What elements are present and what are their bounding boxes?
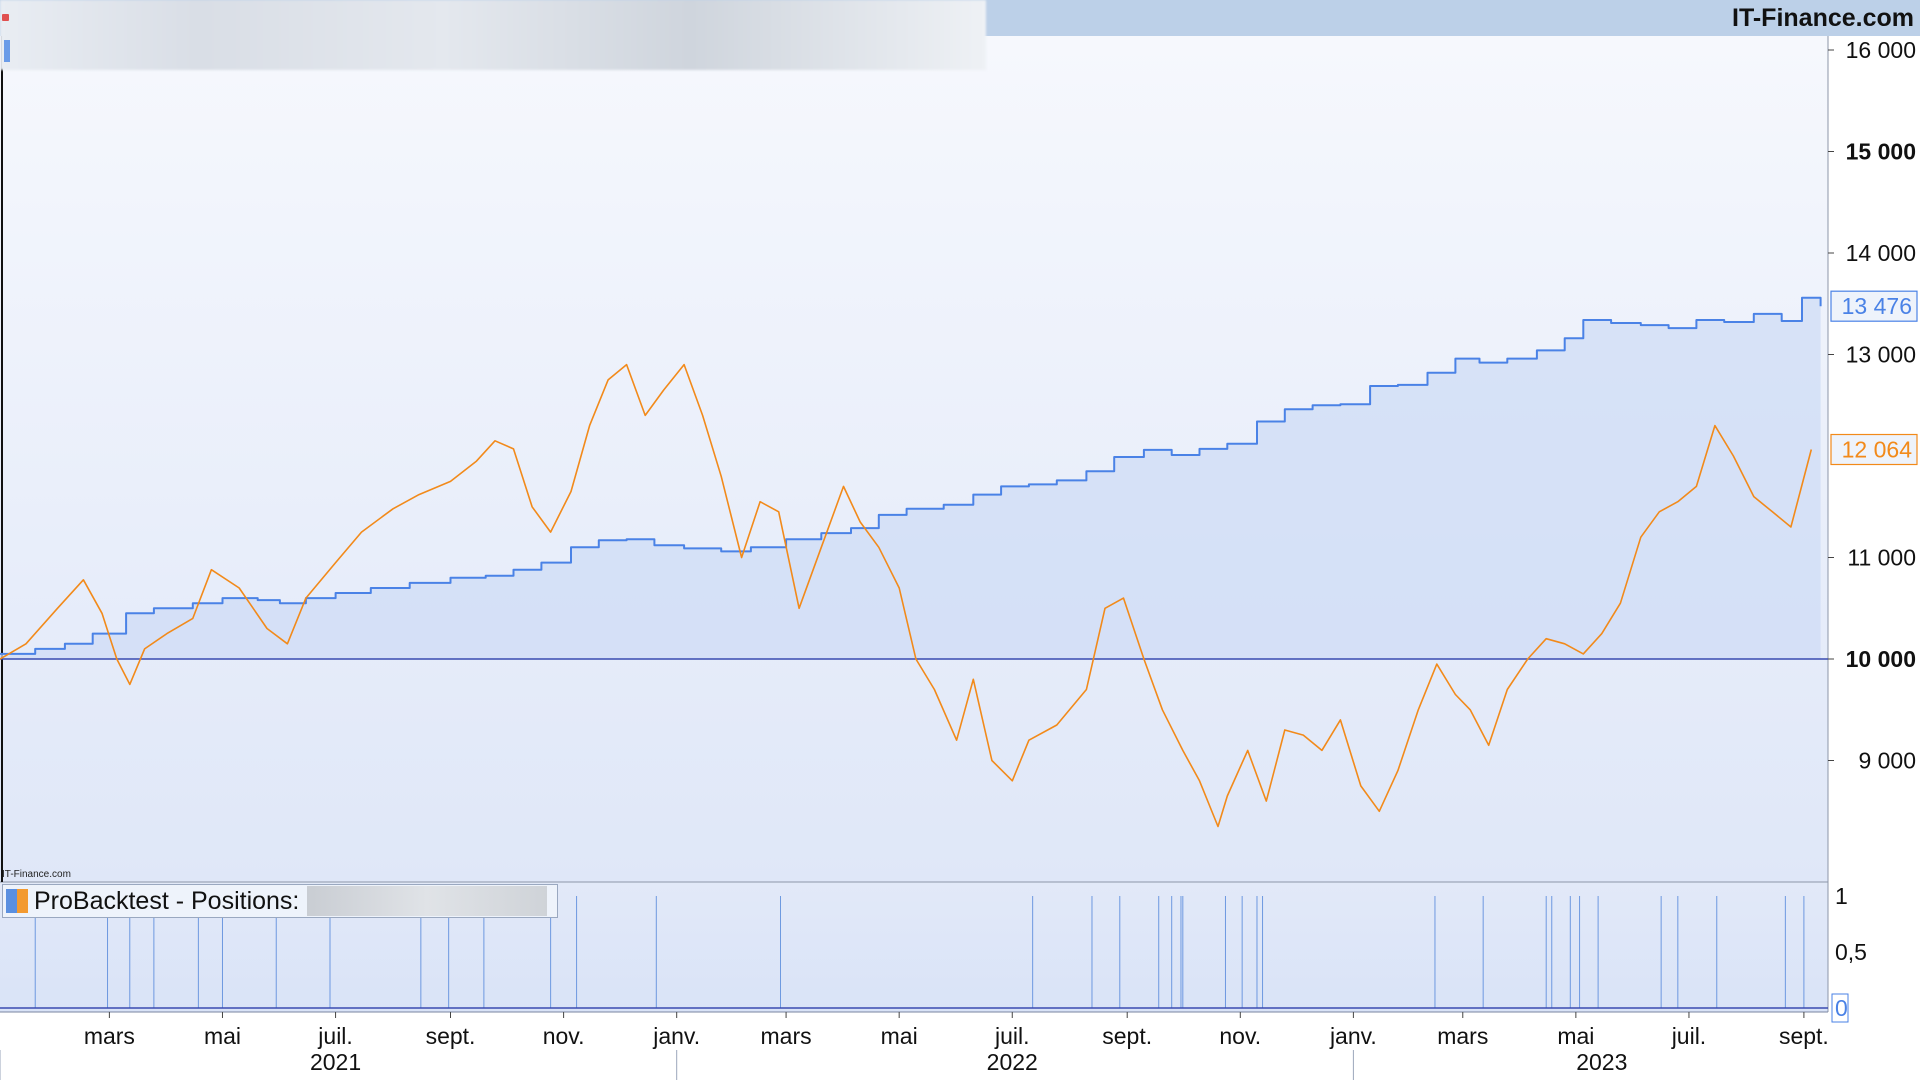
y-tick-label: 14 000 [1846,240,1916,266]
y-tick-label: 15 000 [1846,139,1916,165]
positions-panel-label[interactable]: ProBacktest - Positions: [2,884,559,918]
positions-label-text: ProBacktest - Positions: [34,886,300,915]
x-month-label: mai [204,1023,241,1049]
brand-title: IT-Finance.com [1732,4,1914,32]
x-month-label: nov. [1219,1023,1261,1049]
strategy-color-icon [6,889,17,913]
x-month-label: juil. [994,1023,1030,1049]
series-color-swatch-icon [4,40,10,62]
y-tick-label: 11 000 [1847,545,1916,571]
positions-y-tick-label: 1 [1835,883,1848,909]
x-month-label: mars [84,1023,135,1049]
benchmark-last-value-badge [1830,433,1918,466]
x-month-label: sept. [426,1023,476,1049]
equity-area-fill [0,297,1821,659]
x-month-label: mars [761,1023,812,1049]
right-axis-area [1828,36,1920,1012]
x-year-label: 2022 [987,1049,1038,1075]
equity-series-line [0,296,1822,655]
positions-current-value-badge [1831,993,1849,1023]
y-tick-label: 10 000 [1846,646,1916,672]
equity-last-value-badge [1830,290,1918,322]
x-month-label: sept. [1779,1023,1829,1049]
watermark-label: IT-Finance.com [2,869,71,880]
x-month-label: janv. [1329,1023,1377,1049]
x-month-label: juil. [317,1023,353,1049]
x-month-label: janv. [652,1023,700,1049]
benchmark-series-line [0,363,1813,828]
y-tick-label: 9 000 [1858,748,1916,774]
positions-blurred-value [307,886,548,916]
x-year-label: 2021 [310,1049,361,1075]
blurred-header [0,0,986,70]
benchmark-color-icon [17,889,28,913]
x-year-label: 2023 [1576,1049,1627,1075]
x-month-label: sept. [1102,1023,1152,1049]
benchmark-last-value-label: 12 064 [1842,437,1913,463]
close-icon[interactable] [2,14,9,21]
x-month-label: mars [1437,1023,1488,1049]
y-tick-label: 13 000 [1846,342,1916,368]
x-month-label: mai [1557,1023,1594,1049]
y-tick-label: 16 000 [1846,37,1916,63]
x-month-label: nov. [543,1023,585,1049]
x-month-label: mai [881,1023,918,1049]
positions-y-tick-label: 0 [1835,995,1848,1021]
bottom-axis-area [0,1012,1920,1080]
x-month-label: juil. [1671,1023,1707,1049]
equity-last-value-label: 13 476 [1842,293,1912,319]
positions-y-tick-label: 0,5 [1835,939,1867,965]
